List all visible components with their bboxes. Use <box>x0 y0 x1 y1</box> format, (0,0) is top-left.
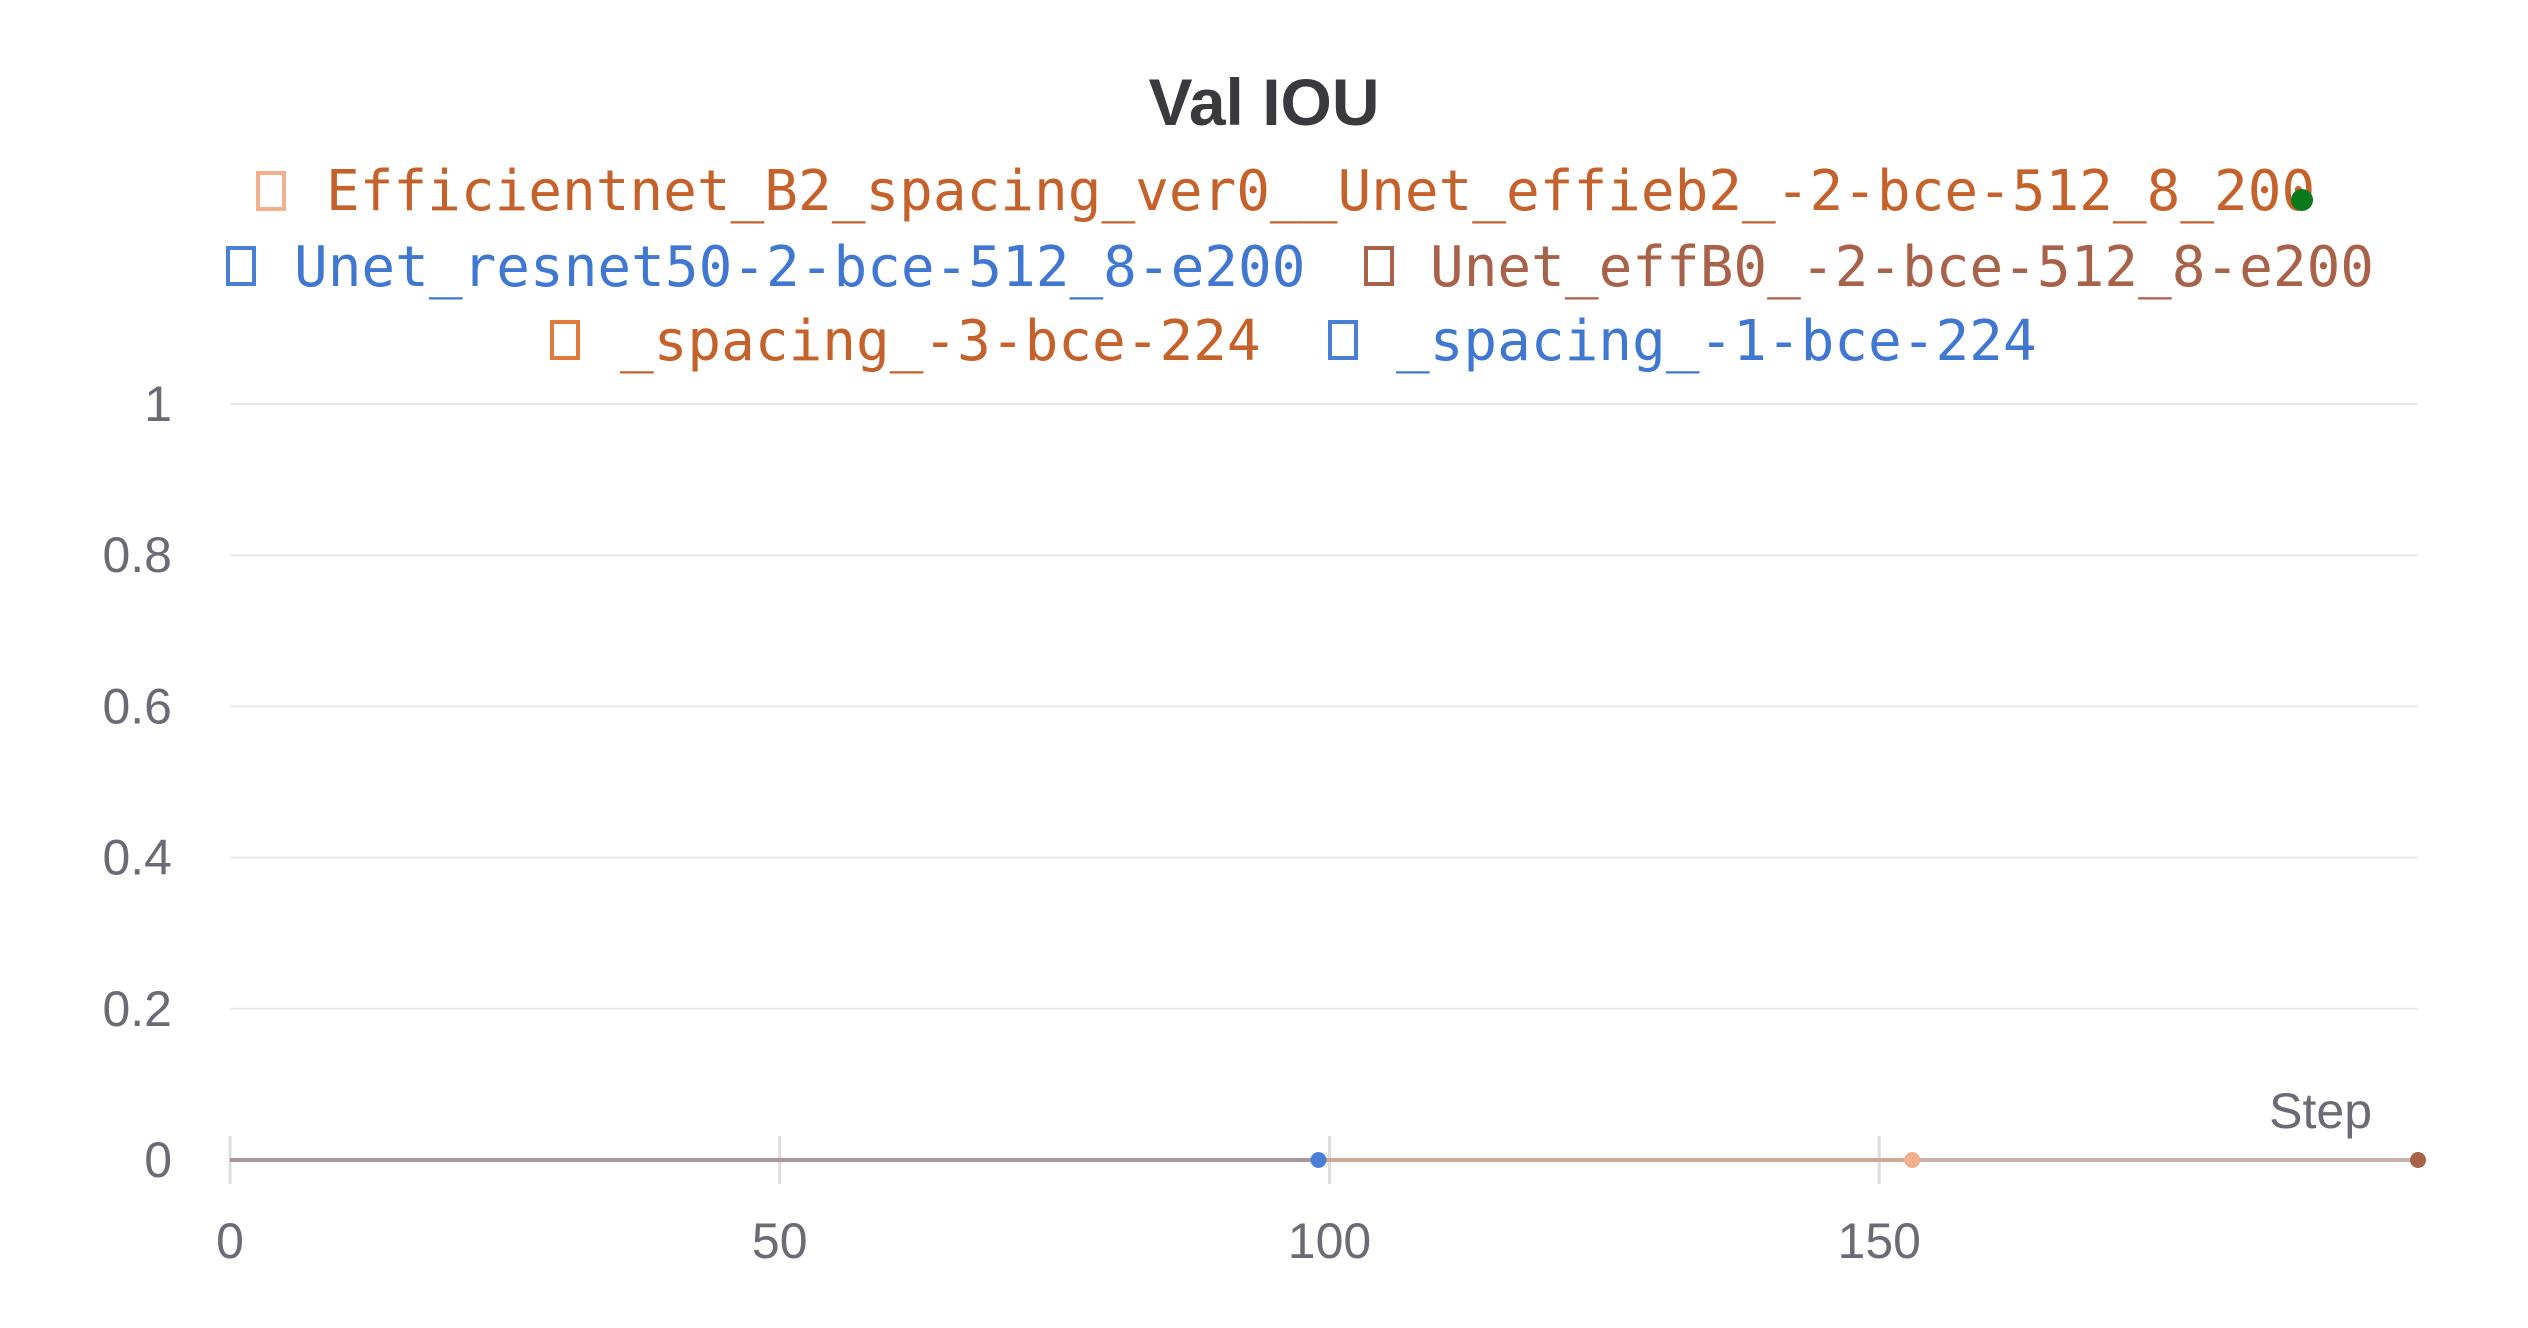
legend-highlight-dot <box>2291 189 2313 211</box>
legend-label-efficientnet-b2[interactable]: Efficientnet_B2_spacing_ver0__Unet_effie… <box>326 159 2315 224</box>
y-tick-label: 0.8 <box>102 527 172 583</box>
grid <box>230 403 2418 1162</box>
series-points <box>1310 1152 2426 1168</box>
x-tick-label: 150 <box>1838 1213 1921 1269</box>
legend-swatch-spacing-1[interactable] <box>1328 320 1358 360</box>
x-axis-label: Step <box>2269 1083 2372 1139</box>
legend-label-unet-effb0[interactable]: Unet_effB0_-2-bce-512_8-e200 <box>1430 235 2374 300</box>
series-point[interactable] <box>1904 1152 1921 1168</box>
legend-swatch-unet-effb0[interactable] <box>1364 246 1394 286</box>
y-tick-label: 0.4 <box>102 830 172 886</box>
x-axis-ticks: 0 50 100 150 <box>216 1136 1921 1269</box>
legend-label-unet-resnet50[interactable]: Unet_resnet50-2-bce-512_8-e200 <box>294 235 1305 300</box>
legend: Efficientnet_B2_spacing_ver0__Unet_effie… <box>226 159 2374 374</box>
series-point[interactable] <box>1310 1152 1327 1168</box>
legend-label-spacing-1[interactable]: _spacing_-1-bce-224 <box>1396 309 2037 374</box>
x-tick-label: 100 <box>1288 1213 1371 1269</box>
series-point[interactable] <box>2410 1152 2426 1168</box>
legend-label-spacing-3[interactable]: _spacing_-3-bce-224 <box>620 309 1261 374</box>
legend-swatch-unet-resnet50[interactable] <box>226 246 256 286</box>
y-tick-label: 0 <box>144 1132 172 1188</box>
x-tick-label: 0 <box>216 1213 244 1269</box>
legend-swatch-spacing-3[interactable] <box>550 320 580 360</box>
chart-title: Val IOU <box>1148 65 1379 139</box>
y-tick-label: 1 <box>144 376 172 432</box>
x-tick-label: 50 <box>752 1213 808 1269</box>
y-tick-label: 0.6 <box>102 678 172 734</box>
y-axis-ticks: 0 0.2 0.4 0.6 0.8 1 <box>102 376 172 1188</box>
legend-swatch-efficientnet-b2[interactable] <box>256 171 286 211</box>
y-tick-label: 0.2 <box>102 981 172 1037</box>
